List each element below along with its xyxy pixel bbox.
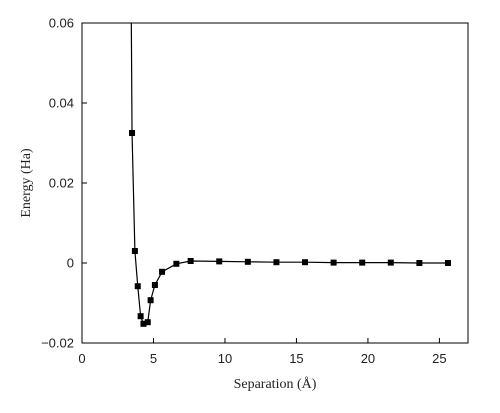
- data-point: [302, 259, 309, 266]
- data-point: [140, 320, 147, 327]
- data-point: [244, 258, 251, 265]
- data-markers: [129, 130, 451, 327]
- y-tick-label: 0.02: [49, 176, 74, 191]
- data-point: [330, 259, 337, 266]
- x-tick-label: 0: [78, 351, 85, 366]
- data-point: [273, 259, 280, 266]
- y-axis-ticks: −0.02 0 0.02 0.04 0.06: [41, 16, 87, 351]
- x-axis-ticks: 0 5 10 15 20 25: [78, 338, 447, 366]
- y-tick-label: −0.02: [41, 336, 74, 351]
- data-point: [416, 260, 423, 266]
- data-point: [151, 282, 158, 288]
- data-point: [187, 258, 194, 264]
- energy-curve: [130, 22, 448, 325]
- data-point: [159, 268, 166, 275]
- data-point: [359, 259, 366, 266]
- plot-border: [81, 22, 469, 344]
- x-axis-label: Separation (Å): [234, 376, 317, 392]
- data-point: [216, 258, 223, 265]
- y-tick-label: 0.04: [49, 96, 74, 111]
- y-tick-label: 0: [67, 256, 74, 271]
- x-tick-label: 15: [289, 351, 303, 366]
- series-line: [130, 22, 448, 325]
- data-point: [131, 248, 138, 254]
- data-point: [173, 260, 180, 267]
- x-tick-label: 10: [218, 351, 232, 366]
- data-point: [147, 297, 154, 304]
- data-point: [129, 130, 136, 136]
- y-tick-label: 0.06: [49, 16, 74, 31]
- y-axis-label: Energy (Ha): [19, 148, 34, 218]
- data-point: [134, 283, 141, 290]
- data-point: [137, 313, 144, 320]
- data-point: [387, 259, 394, 266]
- data-point: [144, 319, 151, 326]
- plot-frame: [81, 22, 469, 344]
- x-tick-label: 25: [432, 351, 446, 366]
- data-point: [444, 260, 451, 266]
- x-tick-label: 5: [150, 351, 157, 366]
- x-tick-label: 20: [361, 351, 375, 366]
